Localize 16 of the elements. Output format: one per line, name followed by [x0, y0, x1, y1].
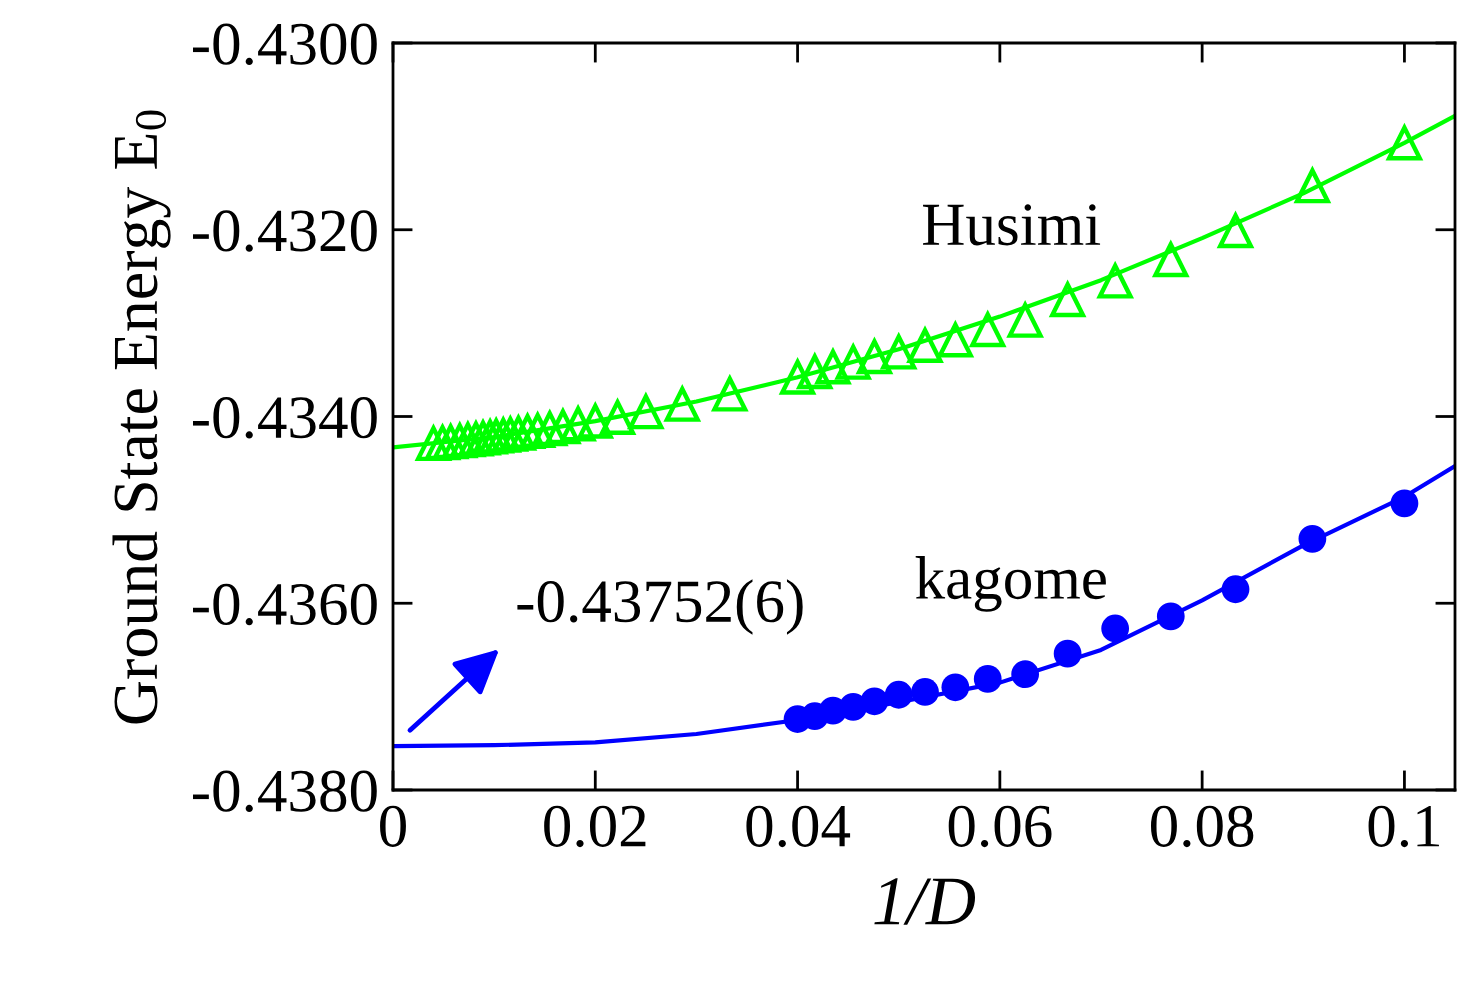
series-label: kagome: [915, 556, 1106, 612]
y-tick-label: -0.4320: [192, 210, 377, 252]
x-axis-title: 1/D: [874, 878, 976, 925]
x-tick-label: 0: [380, 805, 406, 847]
y-tick-label: -0.4300: [192, 23, 377, 66]
y-tick-label: -0.4360: [192, 583, 377, 626]
series-label: Husimi: [923, 204, 1101, 246]
y-tick-label: -0.4340: [192, 397, 377, 439]
y-tick-label: -0.4380: [192, 770, 377, 813]
annotation: -0.43752(6): [517, 579, 803, 635]
x-tick-label: 0.1: [1368, 805, 1439, 848]
x-tick-label: 0.06: [948, 805, 1052, 848]
y-axis-title: Ground State Energy E$_{0}$: [112, 110, 171, 724]
x-tick-label: 0.02: [544, 805, 646, 848]
x-tick-label: 0.04: [746, 805, 851, 848]
x-tick-label: 0.08: [1151, 805, 1254, 848]
